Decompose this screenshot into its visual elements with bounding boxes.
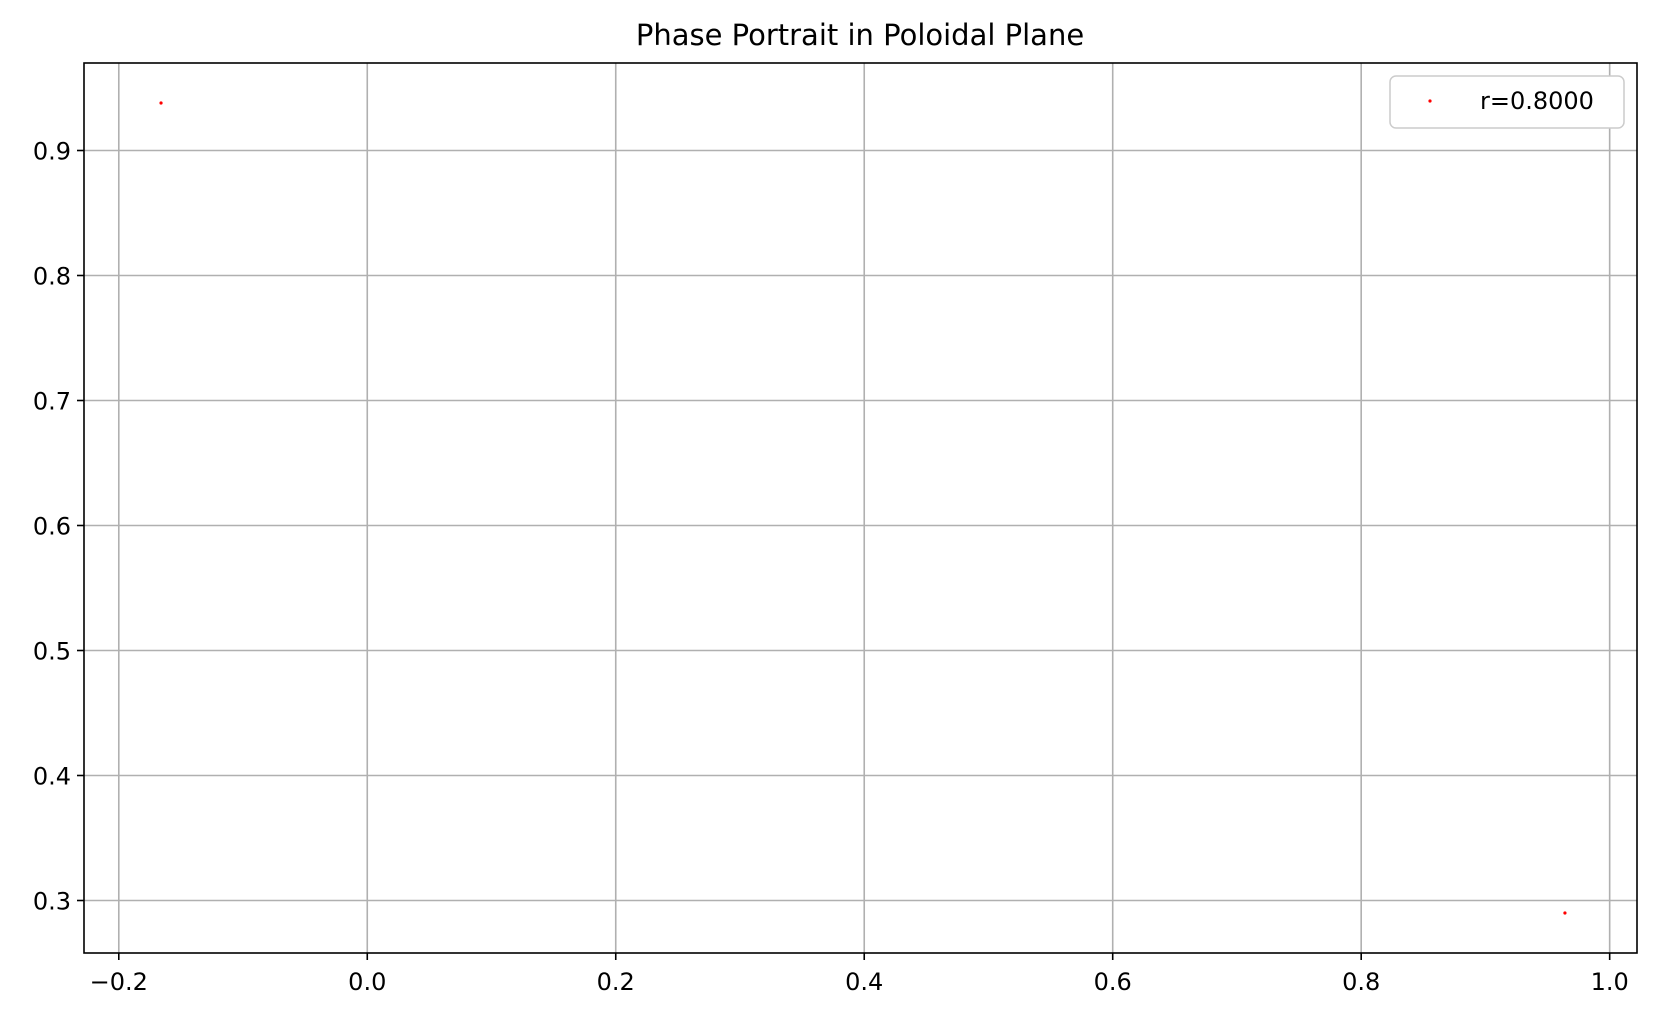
data-point — [159, 101, 163, 105]
y-tick-label: 0.6 — [33, 513, 71, 541]
x-tick-label: 0.8 — [1342, 968, 1380, 996]
legend-label: r=0.8000 — [1480, 87, 1594, 115]
y-tick-label: 0.5 — [33, 638, 71, 666]
legend: r=0.8000 — [1389, 75, 1625, 129]
legend-box — [1389, 75, 1625, 129]
x-tick-label: 0.4 — [845, 968, 883, 996]
y-tick-label: 0.9 — [33, 138, 71, 166]
x-tick-label: −0.2 — [90, 968, 148, 996]
y-tick-label: 0.4 — [33, 763, 71, 791]
y-tick-label: 0.7 — [33, 388, 71, 416]
axis-ticks: −0.2 0.0 0.2 0.4 0.6 0.8 1.0 0.3 0.4 0.5 0.6 0.7 0.8… — [33, 138, 1629, 997]
x-tick-label: 1.0 — [1591, 968, 1629, 996]
plot-frame — [83, 62, 1638, 954]
y-tick-label: 0.8 — [33, 263, 71, 291]
data-points — [159, 101, 1567, 915]
grid — [84, 63, 1637, 953]
x-tick-label: 0.0 — [348, 968, 386, 996]
x-tick-label: 0.6 — [1094, 968, 1132, 996]
y-tick-label: 0.3 — [33, 888, 71, 916]
chart-title: Phase Portrait in Poloidal Plane — [636, 18, 1084, 52]
x-tick-label: 0.2 — [597, 968, 635, 996]
legend-marker — [1428, 99, 1432, 103]
data-point — [1563, 911, 1567, 915]
